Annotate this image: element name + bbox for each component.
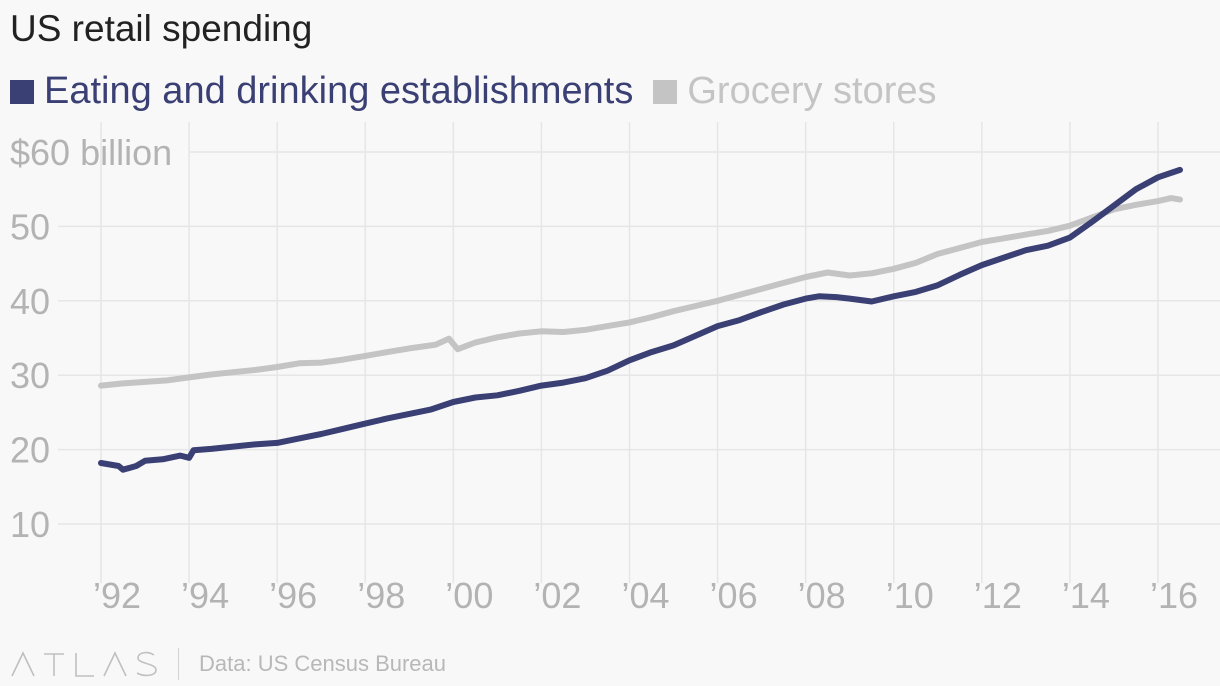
legend-item-grocery: Grocery stores: [653, 70, 937, 113]
grid-lines: [58, 122, 1220, 584]
x-tick-label-4: ’00: [445, 575, 493, 616]
y-tick-label-4: 50: [10, 206, 50, 247]
footer-divider: [178, 648, 179, 680]
legend-swatch-grocery: [653, 79, 678, 104]
series-line-1: [98, 195, 1183, 389]
x-tick-label-5: ’02: [533, 575, 581, 616]
chart-title: US retail spending: [10, 8, 313, 49]
legend-swatch-eating: [10, 79, 34, 104]
legend-label-grocery: Grocery stores: [687, 70, 937, 112]
x-tick-label-9: ’10: [886, 575, 934, 616]
x-axis-labels: ’92 ’94 ’96 ’98 ’00 ’02 ’04 ’06 ’08 ’10 ’12 ’14 ’16: [93, 575, 1198, 616]
atlas-logo: [10, 650, 158, 678]
y-axis-labels: 10 20 30 40 50 $60 billion: [10, 132, 172, 545]
y-tick-label-5: $60 billion: [10, 132, 172, 173]
x-tick-label-7: ’06: [710, 575, 758, 616]
legend-label-eating: Eating and drinking establishments: [44, 70, 634, 112]
x-tick-label-6: ’04: [621, 575, 669, 616]
legend-item-eating: Eating and drinking establishments: [10, 70, 633, 113]
chart-legend: Eating and drinking establishments Groce…: [10, 70, 957, 113]
y-tick-label-0: 10: [10, 504, 50, 545]
series-lines: [98, 166, 1183, 473]
y-tick-label-2: 30: [10, 355, 50, 396]
x-tick-label-1: ’94: [181, 575, 229, 616]
x-tick-label-12: ’16: [1150, 575, 1198, 616]
data-source: Data: US Census Bureau: [199, 651, 447, 676]
x-tick-label-2: ’96: [269, 575, 317, 616]
y-tick-label-1: 20: [10, 430, 50, 471]
x-tick-label-3: ’98: [357, 575, 405, 616]
x-tick-label-0: ’92: [93, 575, 141, 616]
y-tick-label-3: 40: [10, 281, 50, 322]
x-tick-label-8: ’08: [798, 575, 846, 616]
chart-footer: Data: US Census Bureau: [10, 648, 446, 680]
x-tick-label-10: ’12: [974, 575, 1022, 616]
atlas-logo-icon: [11, 651, 157, 677]
series-line-0: [98, 166, 1183, 473]
x-tick-label-11: ’14: [1062, 575, 1110, 616]
